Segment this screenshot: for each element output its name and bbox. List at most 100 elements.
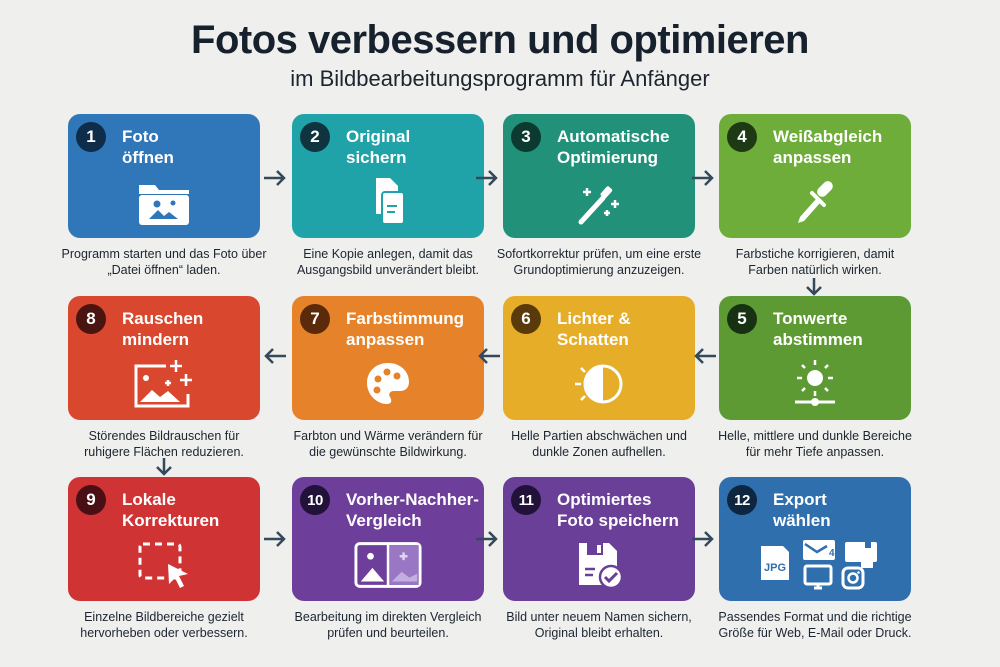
arrow-left-icon <box>264 348 286 364</box>
svg-text:4: 4 <box>829 548 835 559</box>
step-title-line: Schatten <box>557 330 629 349</box>
floppy-check-icon <box>564 537 634 593</box>
step-card: 10 Vorher-Nachher- Vergleich <box>292 477 484 601</box>
step-number-badge: 2 <box>300 122 330 152</box>
step-title-line: mindern <box>122 330 190 349</box>
step-number-badge: 4 <box>727 122 757 152</box>
page-subtitle: im Bildbearbeitungsprogramm für Anfänger <box>290 66 710 91</box>
step-card: 5 Tonwerte abstimmen <box>719 296 911 420</box>
desc-line: Bearbeitung im direkten Vergleich <box>294 610 482 624</box>
step-title-line: Lokale <box>122 490 176 509</box>
step-title: Lichter & Schatten <box>557 308 689 350</box>
step-title-line: Foto speichern <box>557 511 679 530</box>
step-card: 9 Lokale Korrekturen <box>68 477 260 601</box>
step-number-badge: 11 <box>511 485 541 515</box>
step-description: Störendes Bildrauschen für ruhigere Fläc… <box>54 428 274 460</box>
step-number-badge: 12 <box>727 485 757 515</box>
desc-line: Bild unter neuem Namen sichern, <box>506 610 692 624</box>
step-title-line: Lichter & <box>557 309 631 328</box>
desc-line: Programm starten und das Foto über <box>61 247 267 261</box>
desc-line: Passendes Format und die richtige <box>718 610 912 624</box>
step-title: Automatische Optimierung <box>557 126 689 168</box>
step-title-line: Original <box>346 127 411 146</box>
desc-line: Störendes Bildrauschen für <box>88 429 240 443</box>
step-title-line: sichern <box>346 148 407 167</box>
step-number-badge: 5 <box>727 304 757 334</box>
desc-line: ruhigere Flächen reduzieren. <box>84 445 244 459</box>
step-description: Farbstiche korrigieren, damit Farben nat… <box>705 246 925 278</box>
arrow-right-icon <box>264 531 286 547</box>
step-card: 12 Export wählen JPG 4 <box>719 477 911 601</box>
step-title: Lokale Korrekturen <box>122 489 254 531</box>
step-description: Helle, mittlere und dunkle Bereiche für … <box>705 428 925 460</box>
image-sparkle-icon <box>129 356 199 412</box>
desc-line: Helle, mittlere und dunkle Bereiche <box>718 429 912 443</box>
desc-line: prüfen und beurteilen. <box>327 626 449 640</box>
step-card: 3 Automatische Optimierung <box>503 114 695 238</box>
step-title-line: abstimmen <box>773 330 863 349</box>
desc-line: Farben natürlich wirken. <box>748 263 882 277</box>
step-description: Passendes Format und die richtige Größe … <box>705 609 925 641</box>
arrow-down-icon <box>806 278 822 296</box>
arrow-left-icon <box>478 348 500 364</box>
arrow-down-icon <box>156 458 172 476</box>
step-number-badge: 9 <box>76 485 106 515</box>
desc-line: Einzelne Bildbereiche gezielt <box>84 610 244 624</box>
arrow-right-icon <box>476 531 498 547</box>
step-description: Bild unter neuem Namen sichern, Original… <box>489 609 709 641</box>
step-title-line: Tonwerte <box>773 309 848 328</box>
desc-line: „Datei öffnen“ laden. <box>107 263 221 277</box>
folder-image-icon <box>129 174 199 230</box>
step-number-badge: 1 <box>76 122 106 152</box>
palette-icon <box>353 356 423 412</box>
step-title-line: Weißabgleich <box>773 127 883 146</box>
desc-line: Helle Partien abschwächen und <box>511 429 687 443</box>
before-after-image-icon <box>353 537 423 593</box>
step-description: Einzelne Bildbereiche gezielt hervorhebe… <box>54 609 274 641</box>
copy-document-icon <box>353 174 423 230</box>
step-title: Farbstimmung anpassen <box>346 308 478 350</box>
step-card: 8 Rauschen mindern <box>68 296 260 420</box>
selection-cursor-icon <box>129 537 199 593</box>
sun-slider-icon <box>780 356 850 412</box>
arrow-right-icon <box>476 170 498 186</box>
step-title-line: Korrekturen <box>122 511 220 530</box>
step-number-badge: 7 <box>300 304 330 334</box>
step-title-line: Export <box>773 490 827 509</box>
step-title-line: Automatische <box>557 127 670 146</box>
step-title-line: öffnen <box>122 148 174 167</box>
step-title: Original sichern <box>346 126 478 168</box>
desc-line: Farbton und Wärme verändern für <box>293 429 483 443</box>
step-number-badge: 10 <box>300 485 330 515</box>
export-formats-icon: JPG 4 <box>754 537 884 593</box>
eyedropper-icon <box>780 174 850 230</box>
step-card: 2 Original sichern <box>292 114 484 238</box>
step-description: Programm starten und das Foto über „Date… <box>54 246 274 278</box>
step-title-line: Optimiertes <box>557 490 652 509</box>
step-title: Optimiertes Foto speichern <box>557 489 689 531</box>
step-title-line: Foto <box>122 127 159 146</box>
desc-line: für mehr Tiefe anpassen. <box>745 445 885 459</box>
step-card: 11 Optimiertes Foto speichern <box>503 477 695 601</box>
desc-line: Grundoptimierung anzuzeigen. <box>513 263 685 277</box>
step-title-line: wählen <box>773 511 831 530</box>
step-description: Bearbeitung im direkten Vergleich prüfen… <box>278 609 498 641</box>
desc-line: Farbstiche korrigieren, damit <box>735 247 895 261</box>
desc-line: Original bleibt erhalten. <box>534 626 664 640</box>
step-title-line: Farbstimmung <box>346 309 465 328</box>
desc-line: Eine Kopie anlegen, damit das <box>303 247 473 261</box>
step-description: Helle Partien abschwächen und dunkle Zon… <box>489 428 709 460</box>
step-title: Rauschen mindern <box>122 308 254 350</box>
step-card: 6 Lichter & Schatten <box>503 296 695 420</box>
arrow-right-icon <box>692 531 714 547</box>
step-title: Vorher-Nachher- Vergleich <box>346 489 479 531</box>
desc-line: Größe für Web, E-Mail oder Druck. <box>718 626 912 640</box>
desc-line: hervorheben oder verbessern. <box>80 626 248 640</box>
step-title-line: Rauschen <box>122 309 204 328</box>
step-card: 1 Foto öffnen <box>68 114 260 238</box>
arrow-right-icon <box>692 170 714 186</box>
jpg-label: JPG <box>764 562 786 574</box>
step-title-line: Vergleich <box>346 511 422 530</box>
step-description: Eine Kopie anlegen, damit das Ausgangsbi… <box>278 246 498 278</box>
desc-line: dunkle Zonen aufhellen. <box>532 445 666 459</box>
